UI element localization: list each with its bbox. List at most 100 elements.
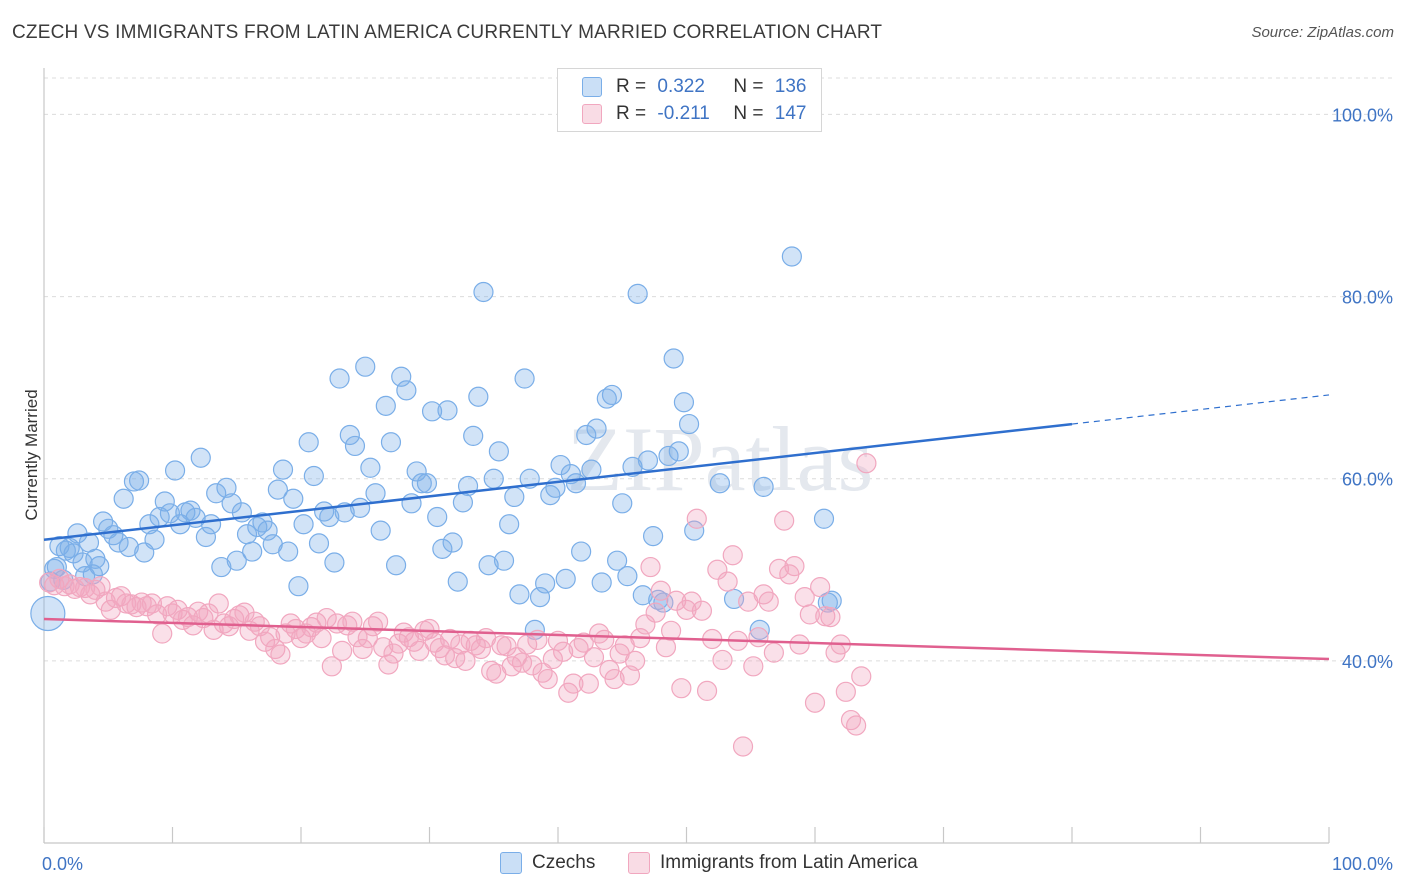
- point-czechs: [473, 281, 494, 303]
- trend-lines: [43, 394, 1330, 661]
- point-czechs: [272, 459, 294, 480]
- point-latin-america: [141, 593, 163, 614]
- point-czechs: [190, 447, 211, 468]
- point-czechs: [385, 555, 407, 576]
- point-czechs: [478, 555, 499, 576]
- point-czechs: [658, 445, 679, 467]
- point-czechs: [113, 488, 134, 509]
- r-label: R =: [616, 103, 647, 124]
- point-czechs: [206, 483, 227, 504]
- point-czechs: [571, 541, 592, 562]
- r-label: R =: [616, 76, 647, 97]
- point-latin-america: [784, 556, 805, 577]
- n-label: N =: [733, 76, 764, 97]
- point-latin-america: [758, 591, 779, 612]
- point-latin-america: [542, 648, 563, 670]
- point-czechs: [360, 457, 381, 478]
- bottom-legend-czechs: Czechs: [500, 852, 595, 874]
- point-latin-america: [152, 623, 173, 644]
- point-czechs: [411, 473, 432, 494]
- point-czechs: [753, 476, 774, 498]
- point-czechs: [283, 488, 304, 509]
- point-latin-america: [691, 600, 713, 621]
- point-latin-america: [260, 627, 281, 648]
- chart-title: CZECH VS IMMIGRANTS FROM LATIN AMERICA C…: [12, 22, 883, 43]
- bottom-legend-latin-america: Immigrants from Latin America: [628, 852, 918, 874]
- point-latin-america: [851, 666, 872, 687]
- point-latin-america: [311, 627, 332, 649]
- n-value-latin-america: 147: [774, 103, 807, 124]
- point-czechs: [483, 468, 504, 489]
- point-latin-america: [732, 736, 754, 757]
- source-label: Source: ZipAtlas.com: [1251, 24, 1394, 41]
- point-czechs: [627, 283, 648, 304]
- n-label: N =: [733, 103, 764, 124]
- point-latin-america: [804, 692, 826, 713]
- point-latin-america: [321, 656, 342, 677]
- point-czechs: [164, 460, 186, 481]
- point-latin-america: [743, 656, 764, 677]
- watermark: ZIPatlas: [567, 408, 874, 510]
- point-latin-america: [352, 638, 373, 660]
- point-czechs: [437, 400, 458, 421]
- point-latin-america: [439, 628, 461, 650]
- point-czechs: [30, 595, 66, 632]
- point-czechs: [421, 401, 443, 422]
- point-czechs: [344, 435, 366, 457]
- point-czechs: [55, 540, 76, 561]
- legend-row-czechs: R = 0.322 N = 136: [582, 75, 806, 99]
- point-latin-america: [563, 673, 584, 694]
- point-latin-america: [594, 629, 615, 651]
- point-czechs: [668, 441, 689, 462]
- point-czechs: [329, 368, 350, 389]
- point-czechs: [493, 550, 515, 571]
- point-latin-america: [332, 640, 353, 661]
- x-tick-label-min: 0.0%: [42, 854, 83, 874]
- point-czechs: [339, 424, 360, 446]
- bottom-label-latin-america: Immigrants from Latin America: [660, 852, 918, 873]
- point-czechs: [375, 395, 396, 416]
- point-czechs: [128, 470, 150, 491]
- point-czechs: [293, 514, 314, 535]
- point-czechs: [617, 566, 638, 587]
- point-latin-america: [774, 510, 795, 531]
- point-latin-america: [650, 580, 671, 601]
- point-czechs: [642, 525, 664, 547]
- point-czechs: [216, 477, 237, 498]
- point-czechs: [200, 514, 222, 535]
- point-latin-america: [208, 593, 229, 614]
- point-latin-america: [799, 604, 820, 625]
- point-latin-america: [583, 647, 605, 668]
- point-czechs: [535, 573, 556, 594]
- point-czechs: [159, 503, 181, 524]
- point-czechs: [242, 541, 263, 562]
- point-latin-america: [270, 644, 291, 665]
- point-latin-america: [768, 558, 790, 579]
- trend-line-latin-america: [43, 617, 1330, 661]
- point-latin-america: [553, 641, 574, 662]
- point-czechs: [288, 576, 309, 597]
- point-czechs: [447, 571, 468, 592]
- point-czechs: [504, 486, 525, 508]
- point-czechs: [89, 556, 110, 577]
- point-czechs: [211, 556, 232, 578]
- point-czechs: [226, 550, 247, 571]
- point-czechs: [416, 473, 438, 494]
- point-czechs: [324, 552, 345, 573]
- point-latin-america: [624, 650, 646, 671]
- point-latin-america: [748, 627, 769, 648]
- point-czechs: [488, 441, 509, 462]
- point-czechs: [607, 550, 628, 571]
- legend-row-latin-america: R = -0.211 N = 147: [582, 102, 806, 126]
- point-czechs: [154, 491, 175, 512]
- point-czechs: [468, 386, 489, 407]
- y-tick-label: 80.0%: [1342, 288, 1393, 308]
- point-czechs: [709, 473, 731, 494]
- point-czechs: [821, 590, 842, 611]
- trend-line-czechs: [43, 422, 1073, 541]
- bottom-label-czechs: Czechs: [532, 852, 596, 873]
- point-czechs: [195, 526, 217, 548]
- point-czechs: [637, 450, 659, 471]
- point-latin-america: [578, 673, 599, 694]
